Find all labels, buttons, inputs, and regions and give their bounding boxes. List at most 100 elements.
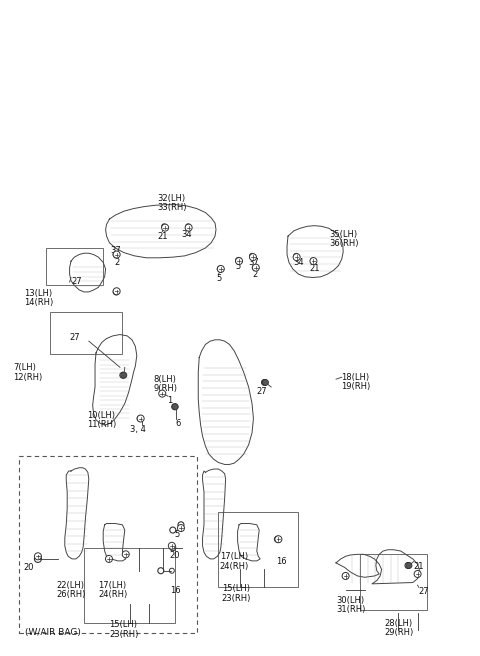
Bar	[19, 456, 197, 633]
Text: 24(RH): 24(RH)	[98, 590, 128, 600]
Text: 23(RH): 23(RH)	[222, 594, 251, 603]
Text: 5: 5	[174, 530, 180, 539]
Circle shape	[275, 536, 280, 543]
Text: 17(LH): 17(LH)	[220, 552, 248, 562]
Circle shape	[113, 251, 119, 258]
Text: 9(RH): 9(RH)	[154, 384, 178, 393]
Text: 20: 20	[169, 551, 180, 560]
Text: 2: 2	[252, 270, 257, 279]
Circle shape	[252, 264, 259, 271]
Circle shape	[236, 257, 241, 264]
Text: (W/AIR BAG): (W/AIR BAG)	[25, 628, 81, 638]
Circle shape	[113, 288, 120, 295]
Circle shape	[120, 372, 126, 379]
Text: 21: 21	[414, 562, 424, 571]
Text: 16: 16	[276, 557, 287, 566]
Circle shape	[122, 551, 129, 558]
Circle shape	[236, 258, 242, 264]
Circle shape	[162, 224, 168, 231]
Circle shape	[250, 253, 254, 258]
Circle shape	[186, 224, 191, 229]
Text: 14(RH): 14(RH)	[24, 298, 53, 308]
Circle shape	[137, 415, 143, 422]
Text: 5: 5	[235, 262, 240, 272]
Circle shape	[159, 390, 166, 397]
Text: 16: 16	[170, 586, 181, 595]
Circle shape	[294, 253, 299, 258]
Text: 18(LH): 18(LH)	[341, 373, 369, 382]
Circle shape	[275, 536, 282, 543]
Text: 2: 2	[114, 258, 120, 267]
Text: 11(RH): 11(RH)	[87, 420, 117, 429]
Circle shape	[170, 527, 176, 533]
Circle shape	[168, 543, 175, 549]
Text: 6: 6	[175, 419, 180, 428]
Circle shape	[137, 415, 144, 422]
Text: 21: 21	[157, 232, 168, 241]
Text: 5: 5	[216, 274, 221, 283]
Circle shape	[159, 391, 164, 396]
Circle shape	[311, 258, 315, 263]
Bar	[218, 512, 298, 587]
Circle shape	[217, 266, 223, 272]
Circle shape	[405, 562, 411, 569]
Text: 29(RH): 29(RH)	[384, 628, 413, 638]
Circle shape	[35, 556, 41, 562]
Circle shape	[343, 573, 348, 579]
Circle shape	[158, 567, 164, 574]
Bar	[46, 248, 103, 285]
Text: 12(RH): 12(RH)	[13, 373, 43, 382]
Text: 24(RH): 24(RH)	[220, 562, 249, 571]
Text: 22(LH): 22(LH)	[57, 581, 84, 590]
Circle shape	[263, 379, 268, 386]
Circle shape	[162, 224, 167, 229]
Text: 34: 34	[181, 230, 192, 239]
Text: 34: 34	[293, 258, 303, 267]
Circle shape	[106, 556, 112, 562]
Text: 27: 27	[70, 333, 80, 342]
Text: 27: 27	[71, 277, 82, 287]
Circle shape	[217, 266, 224, 272]
Bar	[360, 554, 427, 610]
Circle shape	[415, 571, 420, 577]
Circle shape	[113, 289, 119, 295]
Circle shape	[406, 562, 412, 569]
Text: 10(LH): 10(LH)	[87, 411, 115, 420]
Circle shape	[252, 264, 258, 271]
Text: 15(LH): 15(LH)	[109, 620, 137, 629]
Text: 19(RH): 19(RH)	[341, 382, 370, 391]
Text: 8(LH): 8(LH)	[154, 375, 177, 384]
Text: 17(LH): 17(LH)	[98, 581, 127, 590]
Circle shape	[169, 568, 174, 573]
Circle shape	[275, 536, 281, 543]
Circle shape	[121, 372, 127, 379]
Circle shape	[262, 379, 267, 386]
Circle shape	[310, 258, 317, 264]
Text: 31(RH): 31(RH)	[336, 605, 365, 614]
Text: 23(RH): 23(RH)	[109, 630, 139, 639]
Text: 21: 21	[310, 264, 320, 274]
Circle shape	[170, 544, 176, 551]
Text: 30(LH): 30(LH)	[336, 596, 364, 605]
Text: 36(RH): 36(RH)	[329, 239, 358, 249]
Text: 13(LH): 13(LH)	[24, 289, 52, 298]
Bar	[50, 312, 122, 354]
Text: 7(LH): 7(LH)	[13, 363, 36, 373]
Text: 20: 20	[23, 563, 34, 572]
Circle shape	[414, 571, 421, 577]
Text: 26(RH): 26(RH)	[57, 590, 86, 600]
Circle shape	[172, 403, 178, 410]
Text: 1: 1	[167, 396, 172, 405]
Circle shape	[178, 525, 184, 531]
Text: 37: 37	[110, 246, 121, 255]
Circle shape	[35, 553, 41, 560]
Circle shape	[172, 403, 178, 410]
Circle shape	[277, 537, 281, 541]
Circle shape	[185, 224, 192, 231]
Text: 35(LH): 35(LH)	[329, 230, 357, 239]
Text: 37: 37	[249, 258, 259, 267]
Circle shape	[293, 254, 300, 260]
Text: 27: 27	[419, 587, 429, 596]
Text: 32(LH): 32(LH)	[157, 194, 186, 203]
Circle shape	[113, 251, 120, 258]
